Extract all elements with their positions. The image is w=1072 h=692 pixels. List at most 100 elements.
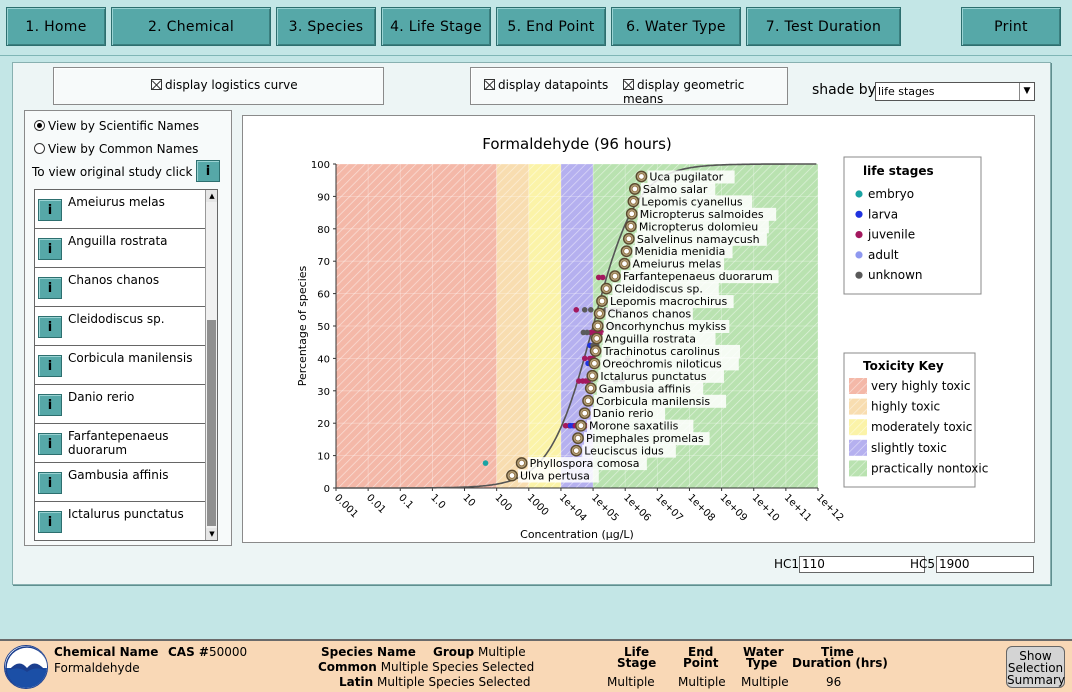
nav-end-point-button[interactable]: 5. End Point: [496, 7, 606, 46]
chart-title: Formaldehyde (96 hours): [482, 135, 672, 153]
species-label: Danio rerio: [593, 407, 654, 420]
hc1-field[interactable]: 110: [799, 556, 925, 573]
species-info-button[interactable]: i: [38, 355, 62, 377]
species-name: Gambusia affinis: [68, 468, 169, 482]
species-list-item[interactable]: i Farfantepenaeus duorarum: [35, 424, 206, 463]
species-name: Danio rerio: [68, 390, 135, 404]
species-label: Micropterus dolomieu: [639, 220, 758, 233]
geometric-mean-center: [621, 260, 628, 267]
species-info-button[interactable]: i: [38, 394, 62, 416]
x-tick-label: 0.001: [332, 492, 360, 520]
scroll-up-icon[interactable]: ▲: [206, 190, 217, 202]
geometric-mean-center: [577, 422, 585, 429]
species-label-bg: [608, 295, 734, 309]
species-name-label: Species Name: [321, 645, 416, 659]
checkbox-checked-icon: [151, 79, 162, 90]
life-stage-value: Multiple: [607, 675, 655, 689]
geometric-mean-center: [631, 185, 639, 193]
geometric-mean-center: [625, 235, 633, 242]
print-button[interactable]: Print: [961, 7, 1061, 46]
species-list-item[interactable]: i Corbicula manilensis: [35, 346, 206, 385]
geometric-mean-center: [598, 297, 606, 305]
toxicity-swatch: [849, 419, 867, 436]
nav-life-stage-button[interactable]: 4. Life Stage: [381, 7, 491, 46]
species-info-button[interactable]: i: [38, 316, 62, 338]
geometric-mean-center: [508, 472, 516, 479]
end-point-label-2: Point: [683, 656, 719, 670]
chemical-name-label: Chemical Name: [54, 645, 159, 659]
x-tick-label: 1e+04: [557, 492, 589, 524]
species-list-item[interactable]: i Ameiurus melas: [35, 190, 206, 229]
noaa-logo: [4, 645, 48, 689]
legend-swatch: [855, 251, 863, 259]
nav-water-type-button[interactable]: 6. Water Type: [611, 7, 741, 46]
y-tick-label: 20: [317, 419, 330, 430]
legend-box: [843, 156, 982, 295]
group-value: Multiple: [477, 645, 526, 659]
view-scientific-radio[interactable]: View by Scientific Names: [34, 119, 199, 133]
species-label-bg: [600, 357, 739, 371]
view-common-radio[interactable]: View by Common Names: [34, 142, 198, 156]
datapoints-checkbox[interactable]: display datapoints: [484, 78, 608, 92]
species-info-button[interactable]: i: [38, 238, 62, 260]
dropdown-arrow-icon: ▼: [1019, 83, 1034, 100]
datapoint: [584, 329, 590, 336]
species-info-button[interactable]: i: [38, 433, 62, 455]
legend-swatch: [855, 210, 863, 218]
scroll-thumb[interactable]: [207, 320, 216, 526]
y-tick-label: 0: [324, 484, 330, 495]
species-info-button[interactable]: i: [38, 199, 62, 221]
scroll-down-icon[interactable]: ▼: [206, 528, 217, 540]
geometric-means-checkbox[interactable]: display geometric means: [623, 78, 787, 106]
species-list-item[interactable]: i Gambusia affinis: [35, 463, 206, 502]
y-tick-label: 30: [317, 387, 330, 398]
species-list-item[interactable]: i Anguilla rostrata: [35, 229, 206, 268]
species-list-item[interactable]: i Cleidodiscus sp.: [35, 307, 206, 346]
species-list-scrollbar[interactable]: ▲ ▼: [205, 190, 217, 540]
legend-swatch: [855, 231, 863, 239]
end-point-value: Multiple: [678, 675, 726, 689]
geometric-mean-center: [623, 248, 630, 255]
geometric-mean-center: [594, 322, 601, 330]
geometric-means-label: display geometric means: [623, 78, 745, 106]
life-stage-legend-label: adult: [868, 248, 899, 262]
cas-value: 50000: [208, 645, 248, 659]
nav-home-button[interactable]: 1. Home: [6, 7, 106, 46]
show-selection-summary-button[interactable]: Show Selection Summary: [1006, 646, 1065, 688]
species-label: Leuciscus idus: [584, 445, 664, 458]
time-value: 96: [826, 675, 842, 689]
top-navigation: 1. Home 2. Chemical 3. Species 4. Life S…: [0, 0, 1072, 56]
species-label-bg: [527, 457, 647, 471]
species-list-item[interactable]: i Ictalurus punctatus: [35, 502, 206, 540]
species-label-bg: [637, 207, 777, 221]
species-name: Chanos chanos: [68, 273, 160, 287]
water-type-value: Multiple: [741, 675, 789, 689]
species-info-button[interactable]: i: [38, 277, 62, 299]
nav-chemical-button[interactable]: 2. Chemical: [111, 7, 271, 46]
end-point-label-1: End: [688, 645, 714, 659]
toxicity-swatch: [849, 398, 867, 415]
species-label-bg: [612, 282, 719, 296]
species-name: Ictalurus punctatus: [68, 507, 184, 521]
shade-by-select[interactable]: life stages ▼: [875, 82, 1035, 101]
logistics-curve-checkbox[interactable]: display logistics curve: [151, 78, 298, 92]
species-label: Ameiurus melas: [632, 258, 721, 271]
nav-species-button[interactable]: 3. Species: [276, 7, 376, 46]
geometric-mean-center: [574, 434, 582, 442]
species-info-button[interactable]: i: [38, 511, 62, 533]
toxicity-band: [496, 164, 529, 488]
toxicity-swatch: [849, 460, 867, 477]
info-button[interactable]: i: [196, 160, 220, 182]
datapoint: [573, 307, 580, 313]
shade-by-label: shade by: [812, 82, 876, 98]
water-type-label-2: Type: [746, 656, 778, 670]
species-info-button[interactable]: i: [38, 472, 62, 494]
species-list-item[interactable]: i Chanos chanos: [35, 268, 206, 307]
species-panel: View by Scientific Names View by Common …: [24, 110, 232, 546]
species-label-bg: [582, 444, 676, 458]
species-label-bg: [647, 170, 735, 184]
geometric-mean-center: [589, 372, 596, 380]
nav-test-duration-button[interactable]: 7. Test Duration: [746, 7, 901, 46]
hc5-field[interactable]: 1900: [936, 556, 1034, 573]
species-list-item[interactable]: i Danio rerio: [35, 385, 206, 424]
